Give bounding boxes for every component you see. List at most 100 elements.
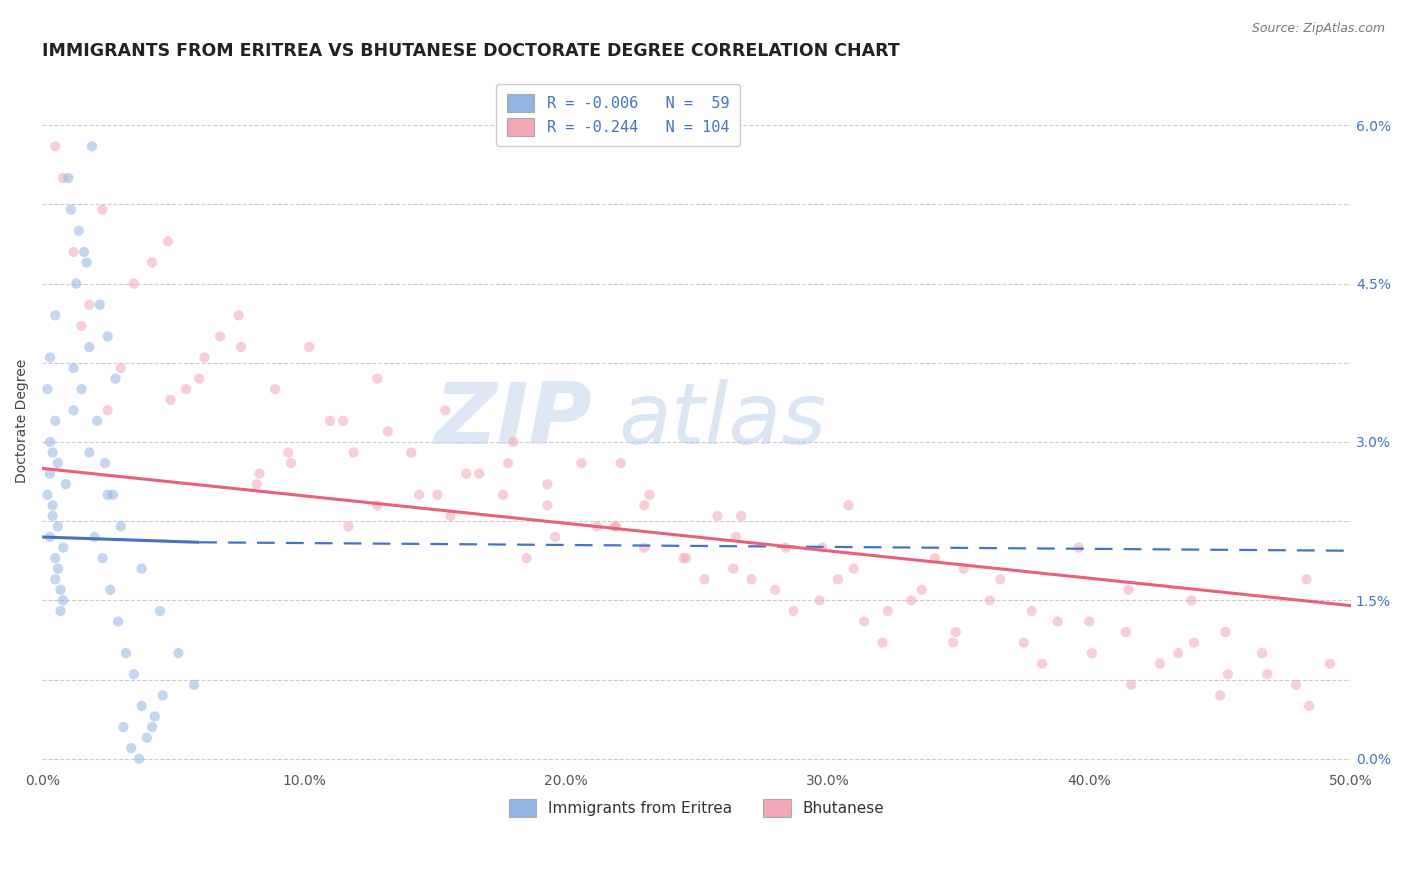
- Point: [468, 467, 491, 481]
- Point: [46, 456, 69, 470]
- Point: [1180, 593, 1202, 607]
- Point: [209, 329, 232, 343]
- Point: [638, 488, 661, 502]
- Text: Source: ZipAtlas.com: Source: ZipAtlas.com: [1251, 22, 1385, 36]
- Point: [104, 371, 127, 385]
- Point: [1149, 657, 1171, 671]
- Point: [97, 488, 120, 502]
- Point: [141, 720, 163, 734]
- Point: [492, 488, 515, 502]
- Point: [439, 508, 461, 523]
- Point: [782, 604, 804, 618]
- Point: [70, 382, 93, 396]
- Point: [44, 308, 66, 322]
- Point: [408, 488, 430, 502]
- Point: [46, 519, 69, 533]
- Point: [693, 572, 716, 586]
- Point: [79, 340, 101, 354]
- Point: [115, 646, 138, 660]
- Point: [544, 530, 567, 544]
- Point: [900, 593, 922, 607]
- Point: [249, 467, 271, 481]
- Point: [41, 508, 63, 523]
- Point: [1256, 667, 1278, 681]
- Point: [122, 667, 145, 681]
- Point: [942, 635, 965, 649]
- Point: [377, 425, 399, 439]
- Point: [1115, 625, 1137, 640]
- Point: [723, 562, 745, 576]
- Point: [633, 499, 655, 513]
- Point: [128, 752, 150, 766]
- Point: [280, 456, 302, 470]
- Point: [135, 731, 157, 745]
- Point: [46, 562, 69, 576]
- Point: [70, 318, 93, 333]
- Point: [842, 562, 865, 576]
- Point: [706, 508, 728, 523]
- Point: [1081, 646, 1104, 660]
- Point: [231, 340, 253, 354]
- Point: [1295, 572, 1317, 586]
- Point: [876, 604, 898, 618]
- Point: [159, 392, 181, 407]
- Point: [332, 414, 354, 428]
- Point: [1215, 625, 1237, 640]
- Point: [73, 244, 96, 259]
- Point: [98, 582, 121, 597]
- Point: [91, 551, 114, 566]
- Point: [1216, 667, 1239, 681]
- Point: [1209, 689, 1232, 703]
- Point: [1118, 582, 1140, 597]
- Point: [52, 171, 75, 186]
- Point: [434, 403, 457, 417]
- Point: [277, 445, 299, 459]
- Text: ZIP: ZIP: [434, 379, 592, 462]
- Point: [67, 224, 90, 238]
- Point: [86, 414, 108, 428]
- Point: [37, 382, 59, 396]
- Point: [131, 698, 153, 713]
- Point: [188, 371, 211, 385]
- Point: [65, 277, 87, 291]
- Point: [298, 340, 321, 354]
- Point: [945, 625, 967, 640]
- Point: [44, 572, 66, 586]
- Point: [141, 255, 163, 269]
- Point: [571, 456, 593, 470]
- Point: [401, 445, 423, 459]
- Point: [44, 414, 66, 428]
- Point: [853, 615, 876, 629]
- Point: [808, 593, 831, 607]
- Point: [49, 582, 72, 597]
- Point: [156, 235, 179, 249]
- Point: [97, 403, 120, 417]
- Legend: Immigrants from Eritrea, Bhutanese: Immigrants from Eritrea, Bhutanese: [501, 791, 893, 824]
- Point: [44, 551, 66, 566]
- Point: [605, 519, 627, 533]
- Point: [152, 689, 174, 703]
- Point: [120, 741, 142, 756]
- Point: [94, 456, 117, 470]
- Point: [724, 530, 747, 544]
- Point: [44, 139, 66, 153]
- Point: [741, 572, 763, 586]
- Point: [1078, 615, 1101, 629]
- Point: [131, 562, 153, 576]
- Point: [456, 467, 478, 481]
- Point: [605, 519, 627, 533]
- Point: [52, 541, 75, 555]
- Point: [1046, 615, 1069, 629]
- Point: [536, 499, 558, 513]
- Point: [1251, 646, 1274, 660]
- Point: [167, 646, 190, 660]
- Point: [911, 582, 934, 597]
- Point: [89, 298, 111, 312]
- Point: [39, 434, 62, 449]
- Point: [246, 477, 269, 491]
- Point: [730, 508, 752, 523]
- Point: [872, 635, 894, 649]
- Point: [91, 202, 114, 217]
- Point: [1121, 678, 1143, 692]
- Point: [586, 519, 609, 533]
